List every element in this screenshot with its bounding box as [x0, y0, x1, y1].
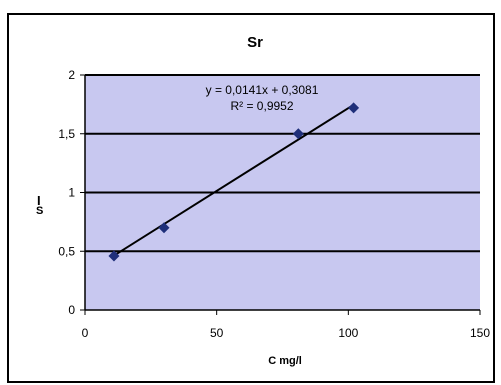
- y-tick-label-4: 2: [68, 68, 75, 82]
- y-axis-label: I S: [36, 193, 43, 217]
- y-axis-label-main: I: [37, 193, 41, 208]
- trendline: [113, 103, 355, 257]
- x-axis-label: C mg/l: [268, 355, 302, 367]
- data-point-0-3: [348, 102, 360, 114]
- x-tick-label-2: 100: [338, 326, 358, 340]
- y-tick-label-3: 1,5: [58, 127, 75, 141]
- data-point-0-0: [108, 250, 120, 262]
- x-tick-label-0: 0: [82, 326, 89, 340]
- y-tick-label-2: 1: [68, 186, 75, 200]
- tick-labels: 0 0,5 1 1,5 2 0 50 100 150: [58, 68, 490, 340]
- x-tick-label-1: 50: [210, 326, 224, 340]
- y-tick-label-0: 0: [68, 303, 75, 317]
- trendline-layer: [113, 103, 355, 257]
- data-point-0-2: [292, 128, 304, 140]
- data-points: [108, 102, 360, 262]
- y-axis-label-sub: S: [36, 205, 43, 217]
- data-point-0-1: [158, 222, 170, 234]
- axes: [80, 74, 481, 315]
- gridlines: [85, 74, 480, 253]
- chart-title: Sr: [247, 34, 263, 51]
- x-tick-label-3: 150: [470, 326, 490, 340]
- trendline-equation: y = 0,0141x + 0,3081: [206, 83, 319, 97]
- trendline-r-squared: R² = 0,9952: [230, 99, 293, 113]
- y-tick-label-1: 0,5: [58, 244, 75, 258]
